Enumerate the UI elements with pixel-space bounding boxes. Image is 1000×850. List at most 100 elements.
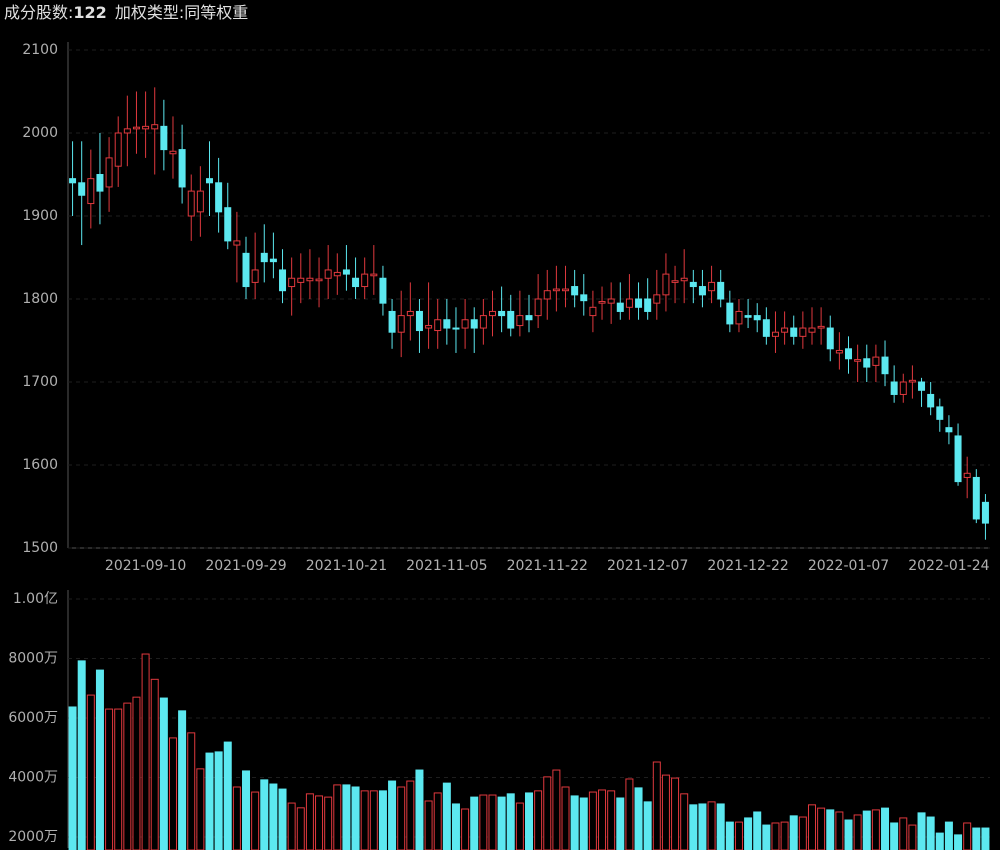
candle-body: [434, 319, 442, 332]
candle-body: [105, 157, 113, 188]
volume-bar: [515, 802, 524, 850]
candle-body: [835, 349, 843, 354]
candle-body: [132, 126, 140, 130]
volume-bar: [123, 702, 132, 850]
candle-body: [762, 319, 770, 337]
candle-body: [196, 190, 204, 213]
x-tick-label: 2021-09-29: [205, 558, 286, 574]
candle-body: [671, 280, 679, 283]
volume-bar: [205, 752, 214, 850]
candle-body: [96, 174, 104, 192]
volume-bar: [278, 788, 287, 850]
volume-bar: [196, 768, 205, 850]
volume-bar: [388, 780, 397, 850]
candle-body: [251, 269, 259, 283]
volume-bar: [963, 822, 972, 850]
x-tick-label: 2022-01-24: [908, 558, 989, 574]
candle-body: [799, 327, 807, 337]
candle-body: [415, 310, 423, 332]
candle-body: [771, 331, 779, 337]
candle-body: [726, 302, 734, 325]
volume-bar: [853, 814, 862, 850]
candle-body: [717, 281, 725, 300]
volume-bar: [86, 694, 95, 850]
y-tick-label: 1700: [22, 374, 58, 390]
volume-bar: [141, 653, 150, 850]
candle-body: [817, 325, 825, 329]
volume-bar: [497, 796, 506, 850]
volume-bar: [954, 834, 963, 850]
candle-body: [881, 356, 889, 375]
volume-bar: [351, 786, 360, 850]
volume-bar: [68, 706, 77, 850]
volume-bar: [771, 822, 780, 850]
volume-bar: [315, 795, 324, 850]
volume-bar: [369, 790, 378, 850]
volume-bar: [762, 824, 771, 850]
volume-bar: [543, 776, 552, 850]
volume-bar: [287, 802, 296, 850]
candle-body: [370, 273, 378, 277]
volume-bar: [661, 774, 670, 850]
volume-bar: [944, 821, 953, 850]
volume-bar: [342, 784, 351, 850]
volume-bar: [461, 808, 470, 850]
candle-body: [114, 132, 122, 167]
candle-body: [808, 327, 816, 333]
volume-tick-label: 8000万: [8, 650, 58, 666]
y-tick-label: 2000: [22, 125, 58, 141]
volume-bar: [232, 786, 241, 850]
candle-body: [516, 315, 524, 327]
volume-bar: [579, 797, 588, 850]
volume-bar: [451, 803, 460, 850]
candle-body: [936, 406, 944, 420]
volume-bar: [716, 803, 725, 850]
x-tick-label: 2021-11-22: [507, 558, 588, 574]
volume-bar: [744, 817, 753, 850]
volume-bar: [881, 807, 890, 850]
volume-tick-label: 6000万: [8, 710, 58, 726]
candle-body: [498, 310, 506, 317]
candle-body: [698, 286, 706, 296]
candle-body: [890, 381, 898, 395]
volume-bar: [525, 792, 533, 850]
y-tick-label: 1500: [22, 540, 58, 556]
candle-body: [169, 150, 177, 155]
volume-bar: [488, 794, 497, 850]
volume-bar: [424, 800, 433, 850]
volume-bar: [415, 769, 424, 850]
candle-body: [534, 298, 542, 317]
volume-bar: [378, 790, 387, 850]
candle-body: [470, 319, 478, 329]
candle-body: [187, 190, 195, 217]
count-label: 成分股数:: [4, 3, 73, 22]
volume-tick-label: 1.00亿: [13, 591, 58, 607]
volume-bar: [734, 821, 743, 850]
candle-body: [954, 435, 962, 483]
volume-bar: [981, 827, 990, 850]
volume-bar: [652, 761, 661, 850]
volume-bar: [780, 821, 789, 850]
candle-body: [753, 315, 761, 321]
candle-body: [333, 271, 341, 277]
candle-body: [580, 294, 588, 302]
volume-bar: [506, 793, 515, 850]
volume-bar: [442, 782, 451, 850]
candle-body: [972, 476, 980, 520]
candle-body: [443, 319, 451, 329]
candle-body: [123, 128, 131, 134]
candle-body: [288, 277, 296, 288]
volume-bar: [178, 710, 187, 850]
candle-body: [205, 178, 213, 184]
candle-body: [543, 290, 551, 300]
volume-bar: [698, 803, 707, 850]
candle-body: [525, 315, 533, 321]
x-tick-label: 2021-12-22: [707, 558, 788, 574]
candle-body: [644, 298, 652, 312]
candle-body: [342, 269, 350, 275]
candle-body: [918, 381, 926, 391]
volume-bar: [671, 777, 680, 850]
candle-body: [616, 302, 624, 312]
volume-bar: [561, 786, 570, 850]
